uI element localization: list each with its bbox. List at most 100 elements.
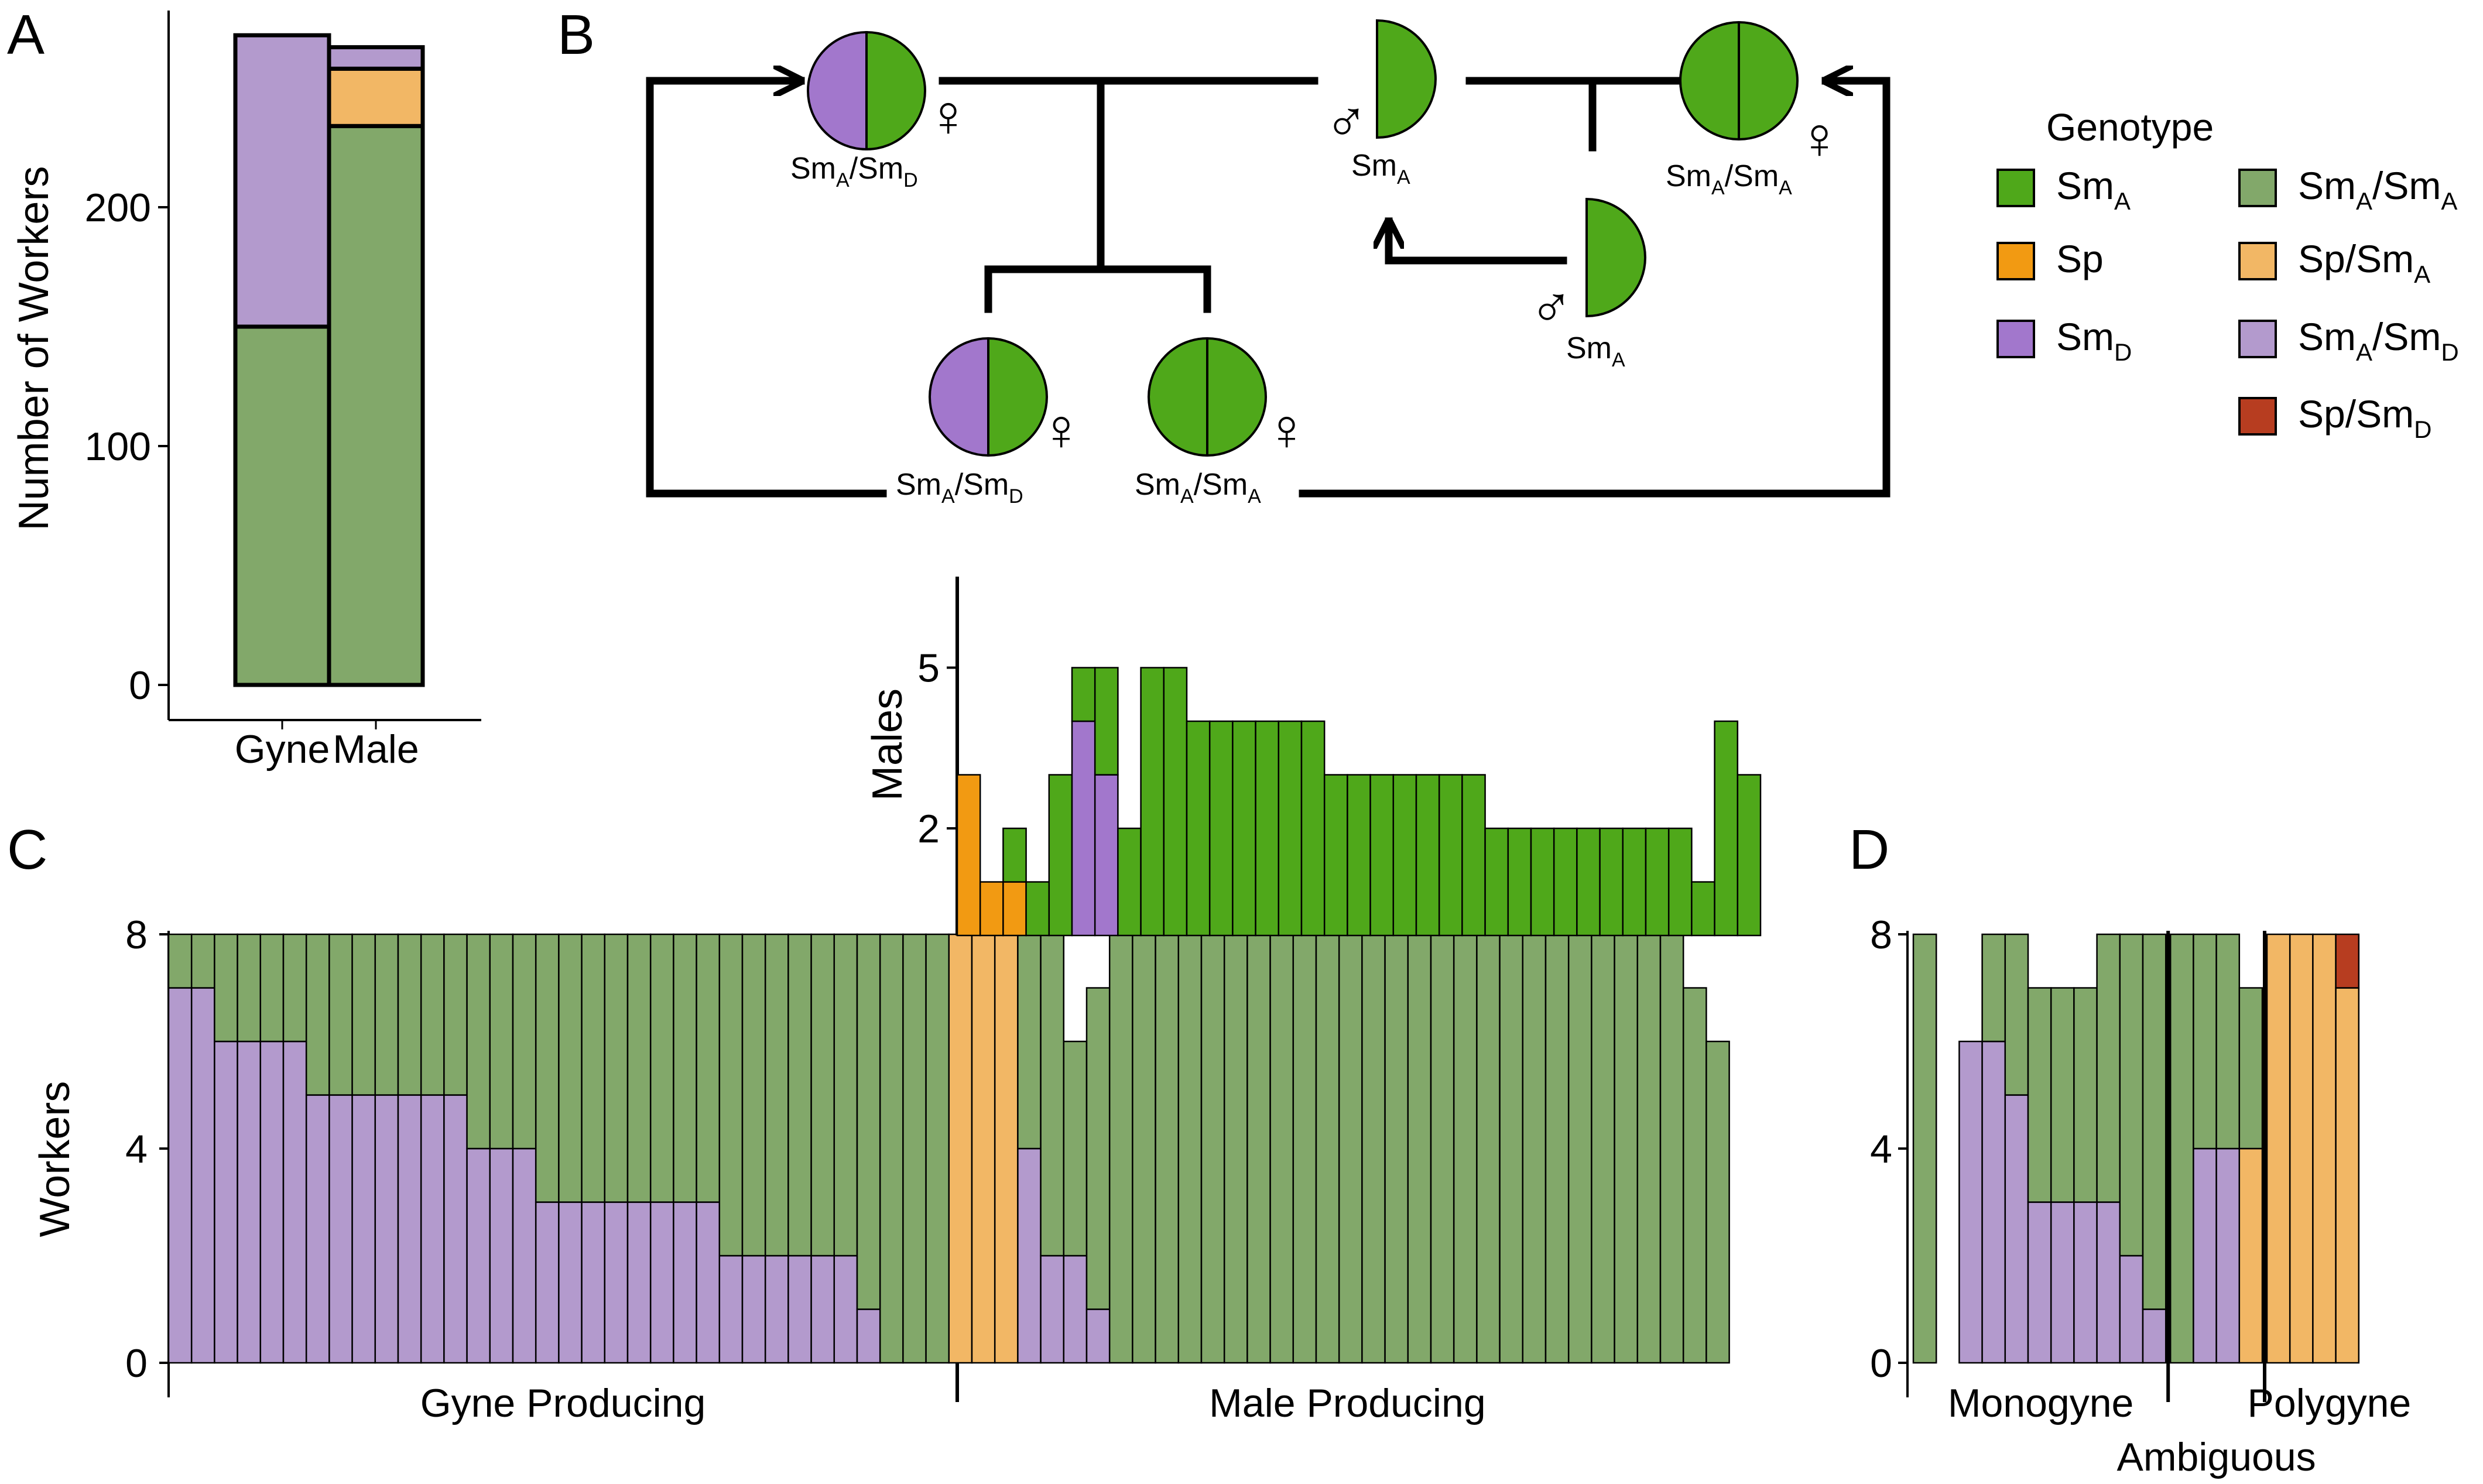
panel-c-group-label: Male Producing <box>1209 1381 1485 1425</box>
panel-a-bar-male-SmA_SmD <box>327 45 425 71</box>
panel-d-y-tick-label: 0 <box>1870 1341 1892 1386</box>
panel-d-y-tick-label: 4 <box>1870 1127 1892 1171</box>
genotype-label: SmA <box>1566 331 1625 371</box>
panel-c-worker-bar-SmA_SmA <box>1430 933 1455 1364</box>
panel-a-x-tick-label: Gyne <box>235 727 330 772</box>
panel-c-chart: Workers Males 0 4 8 2 5 Gyne Producing Male Pr… <box>32 577 1762 1425</box>
legend-label-part: Sm <box>2056 315 2114 358</box>
panel-c-y-tick-label: 4 <box>125 1127 148 1171</box>
panel-c-worker-bar-SmA_SmA <box>1567 933 1592 1364</box>
legend-label-SmD: SmD <box>2056 315 2132 366</box>
panel-c-male-bar-SmD <box>1071 720 1096 937</box>
panel-c-worker-bar-SmA_SmA <box>1636 933 1662 1364</box>
panel-c-worker-bar-SmA_SmA <box>810 933 835 1257</box>
diagram-connectors <box>646 81 1890 498</box>
panel-c-worker-bar-SmA_SmA <box>305 933 330 1096</box>
genotype-label: SmA <box>1351 149 1410 189</box>
panel-a-y-tick-label: 0 <box>129 663 151 708</box>
panel-c-worker-bar-SmA_SmA <box>718 933 744 1257</box>
panel-c-male-bar-SmA <box>1438 774 1463 937</box>
panel-c-worker-bar-SmA_SmD <box>649 1201 674 1364</box>
panel-a-y-tick-label: 100 <box>85 424 151 469</box>
panel-c-worker-bar-SmA_SmA <box>443 933 468 1096</box>
panel-c-worker-bar-SmA_SmA <box>466 933 491 1150</box>
genotype-legend: Genotype SmASpSmDSmA/SmASp/SmASmA/SmDSp/… <box>1996 105 2459 443</box>
panel-c-males-y-label: Males <box>864 688 911 801</box>
legend-label-part: /Sm <box>2372 315 2441 358</box>
legend-label-part: Sm <box>2056 164 2114 207</box>
panel-d-bar-SmA_SmD <box>1981 1040 2006 1364</box>
panel-c-worker-bar-SmA_SmA <box>1659 933 1684 1364</box>
panel-c-worker-bar-SmA_SmD <box>1085 1308 1111 1364</box>
half-circle-smd <box>929 337 989 457</box>
female-symbol: ♀ <box>1039 397 1083 462</box>
genotype-label: SmA/SmA <box>1135 468 1261 508</box>
panel-c-worker-bar-SmA_SmA <box>1108 933 1133 1364</box>
panel-c-male-bar-SmA <box>1002 827 1027 883</box>
panel-d-bar-Sp_SmD <box>2335 933 2360 989</box>
legend-swatch-SmD <box>1996 320 2035 358</box>
panel-c-worker-bar-SmA_SmA <box>1200 933 1225 1364</box>
panel-c-male-bar-SmA <box>1553 827 1578 937</box>
panel-c-male-bar-SmA <box>1347 774 1371 937</box>
panel-c-worker-bar-SmA_SmD <box>673 1201 697 1364</box>
female-symbol: ♀ <box>926 83 970 149</box>
panel-c-male-bar-SmD <box>1094 774 1119 937</box>
legend-title: Genotype <box>2046 105 2214 149</box>
panel-c-male-bar-SmA <box>1667 827 1693 937</box>
panel-c-worker-bar-SmA_SmA <box>741 933 766 1257</box>
panel-d-bar-SmA_SmD <box>2193 1147 2217 1364</box>
panel-d-bar-SmA_SmA <box>2027 987 2052 1203</box>
panel-d-bar-Sp_SmA <box>2289 933 2314 1364</box>
panel-c-worker-bar-SmA_SmA <box>1453 933 1478 1364</box>
legend-label-SmA_SmD: SmA/SmD <box>2298 315 2459 366</box>
legend-label-part: D <box>2441 338 2458 366</box>
panel-c-worker-bar-SmA_SmD <box>626 1201 652 1364</box>
legend-swatch-Sp <box>1996 242 2035 280</box>
panel-c-worker-bar-SmA_SmA <box>626 933 652 1203</box>
male-node-lower: ♂ SmA <box>1529 197 1646 371</box>
legend-label-part: D <box>2414 416 2431 443</box>
panel-c-worker-bar-SmA_SmD <box>259 1040 285 1364</box>
panel-c-worker-bar-SmA_SmD <box>282 1040 307 1364</box>
panel-c-worker-bar-SmA_SmA <box>1544 933 1570 1364</box>
panel-c-worker-bar-SmA_SmA <box>1682 987 1707 1364</box>
panel-c-male-bar-SmA <box>1392 774 1417 937</box>
panel-c-male-bar-SmA <box>1415 774 1440 937</box>
panel-c-worker-bar-SmA_SmA <box>673 933 697 1203</box>
panel-c-worker-bar-SmA_SmD <box>214 1040 238 1364</box>
panel-c-worker-bar-SmA_SmD <box>696 1201 721 1364</box>
legend-swatch-SmA <box>1996 169 2035 207</box>
panel-c-male-bar-SmA <box>1507 827 1532 937</box>
female-het-node-offspring: ♀ SmA/SmD <box>896 337 1083 508</box>
panel-d-bar-SmA_SmA <box>2193 933 2217 1150</box>
legend-label-Sp_SmD: Sp/SmD <box>2298 392 2431 443</box>
panel-c-worker-bar-SmA_SmA <box>259 933 285 1043</box>
panel-c-worker-bar-SmA_SmD <box>718 1255 744 1364</box>
female-symbol: ♀ <box>1797 105 1841 171</box>
panel-c-male-bar-SmA <box>1461 774 1486 937</box>
panel-c-worker-bar-SmA_SmA <box>1499 933 1524 1364</box>
legend-label-part: A <box>2356 187 2372 215</box>
panel-c-worker-bar-SmA_SmA <box>351 933 376 1096</box>
panel-label-a: A <box>7 4 44 66</box>
legend-label-part: /Sm <box>2372 164 2441 207</box>
panel-c-worker-bar-SmA_SmD <box>535 1201 560 1364</box>
panel-c-y-tick-label: 8 <box>125 913 148 957</box>
panel-c-worker-bar-SmA_SmA <box>1315 933 1340 1364</box>
male-symbol: ♂ <box>1529 272 1573 338</box>
panel-d-bar-SmA_SmD <box>2119 1255 2144 1364</box>
panel-c-male-bar-SmA <box>1048 774 1073 937</box>
arrow-to-female-het <box>646 81 887 498</box>
panel-c-worker-bar-SmA_SmA <box>1338 933 1363 1364</box>
panel-c-worker-bar-SmA_SmA <box>1085 987 1111 1310</box>
panel-c-worker-bar-Sp_SmA <box>994 933 1019 1364</box>
male-symbol: ♂ <box>1324 87 1368 152</box>
legend-label-SmA: SmA <box>2056 164 2131 215</box>
panel-c-worker-bar-SmA_SmD <box>305 1094 330 1364</box>
panel-c-male-bar-SmA <box>1163 667 1188 937</box>
panel-d-bar-SmA_SmA <box>2004 933 2029 1096</box>
panel-c-worker-bar-Sp_SmA <box>971 933 996 1364</box>
panel-d-bar-SmA_SmD <box>2215 1147 2241 1364</box>
